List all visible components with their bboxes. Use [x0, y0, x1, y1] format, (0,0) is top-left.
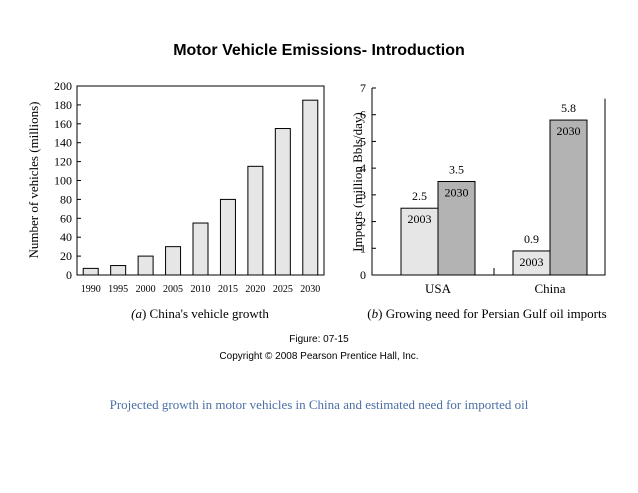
bar-china-2030 [549, 119, 588, 276]
y-tick-label-a: 40 [60, 230, 72, 244]
x-tick-label-a: 1990 [81, 284, 101, 295]
bar-vehicles-2005 [165, 246, 182, 276]
bar-vehicles-1995 [110, 265, 127, 276]
y-tick-label-a: 100 [54, 174, 72, 188]
bar-china-2003 [512, 250, 551, 276]
y-tick-label-b: 1 [360, 241, 366, 255]
y-axis-label-b: Imports (million Bbls/day) [350, 112, 365, 251]
y-tick-label-a: 60 [60, 211, 72, 225]
copyright-notice: Copyright © 2008 Pearson Prentice Hall, … [219, 351, 419, 362]
y-tick-label-a: 160 [54, 117, 72, 131]
x-tick-label-a: 1995 [108, 284, 128, 295]
bar-vehicles-2015 [219, 198, 236, 276]
y-tick-label-a: 120 [54, 155, 72, 169]
panel-caption-a: (a) China's vehicle growth [131, 306, 269, 321]
bar-vehicles-2020 [247, 165, 264, 276]
slide-caption: Projected growth in motor vehicles in Ch… [109, 397, 529, 412]
series-label: 2003 [520, 255, 544, 269]
y-tick-label-b: 4 [360, 161, 366, 175]
y-tick-label-b: 6 [360, 108, 366, 122]
y-tick-label-b: 2 [360, 215, 366, 229]
x-tick-label-a: 2015 [218, 284, 238, 295]
x-tick-label-b: China [534, 281, 565, 296]
x-tick-label-a: 2000 [136, 284, 156, 295]
y-tick-label-a: 200 [54, 79, 72, 93]
y-tick-label-a: 0 [66, 268, 72, 282]
bar-vehicles-2030 [302, 99, 319, 276]
y-tick-label-b: 3 [360, 188, 366, 202]
y-tick-label-a: 180 [54, 98, 72, 112]
chart-oil-imports: 0 1 2 3 4 5 6 7 2003 2.5 2030 3.5 USA 2003 0.9 2030 5.8 C… [350, 81, 607, 321]
x-tick-label-a: 2010 [191, 284, 211, 295]
data-label: 5.8 [561, 101, 576, 115]
panel-tag-a: ( [131, 306, 136, 321]
panel-caption-b: (b) Growing need for Persian Gulf oil im… [367, 306, 606, 321]
x-tick-label-a: 2020 [245, 284, 265, 295]
y-tick-label-b: 7 [360, 81, 366, 95]
series-label: 2030 [445, 186, 469, 200]
x-tick-label-b: USA [425, 281, 452, 296]
bar-usa-2030 [437, 181, 476, 276]
panel-tag-b: b [372, 306, 379, 321]
x-tick-label-a: 2025 [273, 284, 293, 295]
x-tick-label-a: 2030 [300, 284, 320, 295]
data-label: 0.9 [524, 232, 539, 246]
y-tick-label-b: 0 [360, 268, 366, 282]
bar-vehicles-1990 [82, 267, 99, 276]
y-tick-label-a: 20 [60, 249, 72, 263]
chart-vehicle-growth: 0 20 40 60 80 100 120 140 160 180 200 1990 1995 2000 2… [26, 79, 325, 321]
bar-vehicles-2025 [274, 128, 291, 276]
y-axis-label-a: Number of vehicles (millions) [26, 101, 41, 258]
plot-frame-b [371, 88, 606, 276]
y-tick-label-a: 140 [54, 136, 72, 150]
y-tick-label-a: 80 [60, 192, 72, 206]
bar-vehicles-2010 [192, 222, 209, 276]
x-tick-label-a: 2005 [163, 284, 183, 295]
bar-vehicles-2000 [137, 255, 154, 276]
series-label: 2003 [408, 212, 432, 226]
data-label: 3.5 [449, 163, 464, 177]
figure-label: Figure: 07-15 [289, 334, 349, 345]
data-label: 2.5 [412, 189, 427, 203]
slide-title: Motor Vehicle Emissions- Introduction [173, 42, 465, 59]
y-tick-label-b: 5 [360, 134, 366, 148]
series-label: 2030 [557, 124, 581, 138]
